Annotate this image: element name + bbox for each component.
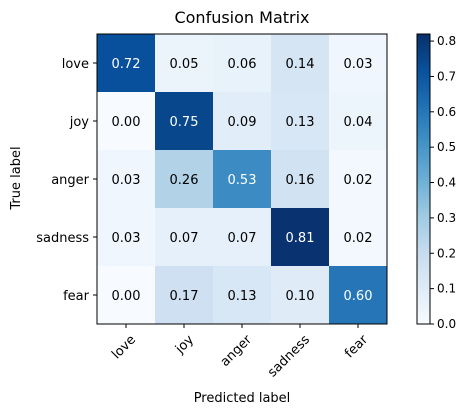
- x-tick-label: joy: [172, 332, 197, 357]
- cell-value-label: 0.60: [344, 289, 373, 304]
- heatmap-cell: [97, 150, 156, 209]
- heatmap-cell: [97, 266, 156, 325]
- colorbar-tick-label: 0.0: [437, 317, 456, 331]
- cell-value-label: 0.75: [170, 115, 199, 130]
- heatmap-cell: [213, 208, 272, 267]
- colorbar-gradient: [416, 33, 431, 325]
- heatmap-cell: [271, 34, 330, 93]
- heatmap-cell: [329, 266, 388, 325]
- colorbar-tick-label: 0.5: [437, 140, 456, 154]
- colorbar: 0.0 0.1 0.2 0.3 0.4 0.5 0.6 0.7 0.8: [416, 33, 456, 331]
- cell-value-label: 0.07: [228, 231, 257, 246]
- colorbar-tick-label: 0.3: [437, 211, 456, 225]
- cell-value-label: 0.07: [170, 231, 199, 246]
- y-tick-label: anger: [51, 173, 89, 188]
- heatmap-cell: [155, 34, 214, 93]
- heatmap-cell: [97, 34, 156, 93]
- chart-title: Confusion Matrix: [174, 8, 309, 27]
- heatmap-cell: [213, 92, 272, 151]
- cell-value-label: 0.02: [344, 231, 373, 246]
- heatmap-cell: [271, 208, 330, 267]
- cell-value-label: 0.03: [112, 231, 141, 246]
- cell-value-label: 0.72: [112, 57, 141, 72]
- heatmap-cell: [155, 266, 214, 325]
- heatmap-cell: [155, 92, 214, 151]
- y-axis-label: True label: [9, 146, 24, 210]
- y-tick-label: sadness: [36, 231, 89, 246]
- cell-value-label: 0.09: [228, 115, 257, 130]
- cell-value-label: 0.53: [228, 173, 257, 188]
- plot-frame: [96, 33, 388, 325]
- heatmap-cell: [213, 34, 272, 93]
- heatmap-cell: [213, 150, 272, 209]
- cell-value-label: 0.81: [286, 231, 315, 246]
- cell-value-label: 0.13: [286, 115, 315, 130]
- heatmap-cell: [271, 266, 330, 325]
- heatmap-cell: [271, 150, 330, 209]
- cell-value-label: 0.06: [228, 57, 257, 72]
- x-tick-labels: love joy anger sadness fear: [109, 324, 372, 380]
- heatmap-cell: [155, 150, 214, 209]
- cell-value-label: 0.17: [170, 289, 199, 304]
- colorbar-tick-label: 0.1: [437, 282, 456, 296]
- cell-value-label: 0.13: [228, 289, 257, 304]
- heatmap-cell: [97, 208, 156, 267]
- heatmap-cell: [329, 34, 388, 93]
- y-tick-label: fear: [63, 289, 90, 304]
- x-tick-label: sadness: [265, 332, 313, 380]
- heatmap-cell: [329, 150, 388, 209]
- cell-value-label: 0.02: [344, 173, 373, 188]
- x-axis-label: Predicted label: [194, 391, 291, 406]
- heatmap-cell: [271, 92, 330, 151]
- cell-value-label: 0.14: [286, 57, 315, 72]
- y-tick-labels: love joy anger sadness fear: [36, 57, 97, 304]
- heatmap-cell: [155, 208, 214, 267]
- cell-value-label: 0.05: [170, 57, 199, 72]
- heatmap-cell: [213, 266, 272, 325]
- cell-value-label: 0.03: [112, 173, 141, 188]
- colorbar-tick-label: 0.4: [437, 176, 456, 190]
- cell-value-label: 0.04: [344, 115, 373, 130]
- cell-value-label: 0.10: [286, 289, 315, 304]
- x-tick-label: anger: [218, 332, 256, 370]
- y-tick-label: love: [62, 57, 89, 72]
- colorbar-tick-label: 0.6: [437, 105, 456, 119]
- colorbar-tick-label: 0.2: [437, 246, 456, 260]
- cell-value-label: 0.16: [286, 173, 315, 188]
- heatmap-cells: [97, 34, 388, 325]
- colorbar-tick-label: 0.7: [437, 69, 456, 83]
- colorbar-tick-label: 0.8: [437, 34, 456, 48]
- cell-value-label: 0.00: [112, 115, 141, 130]
- cell-value-label: 0.26: [170, 173, 199, 188]
- x-tick-label: love: [109, 332, 139, 362]
- cell-value-label: 0.00: [112, 289, 141, 304]
- heatmap-cell: [97, 92, 156, 151]
- heatmap-cell-labels: 0.72 0.05 0.06 0.14 0.03 0.00 0.75 0.09 0.13 0.04…: [112, 57, 373, 304]
- heatmap-cell: [329, 208, 388, 267]
- heatmap-cell: [329, 92, 388, 151]
- cell-value-label: 0.03: [344, 57, 373, 72]
- x-tick-label: fear: [342, 332, 371, 361]
- y-tick-label: joy: [69, 115, 90, 130]
